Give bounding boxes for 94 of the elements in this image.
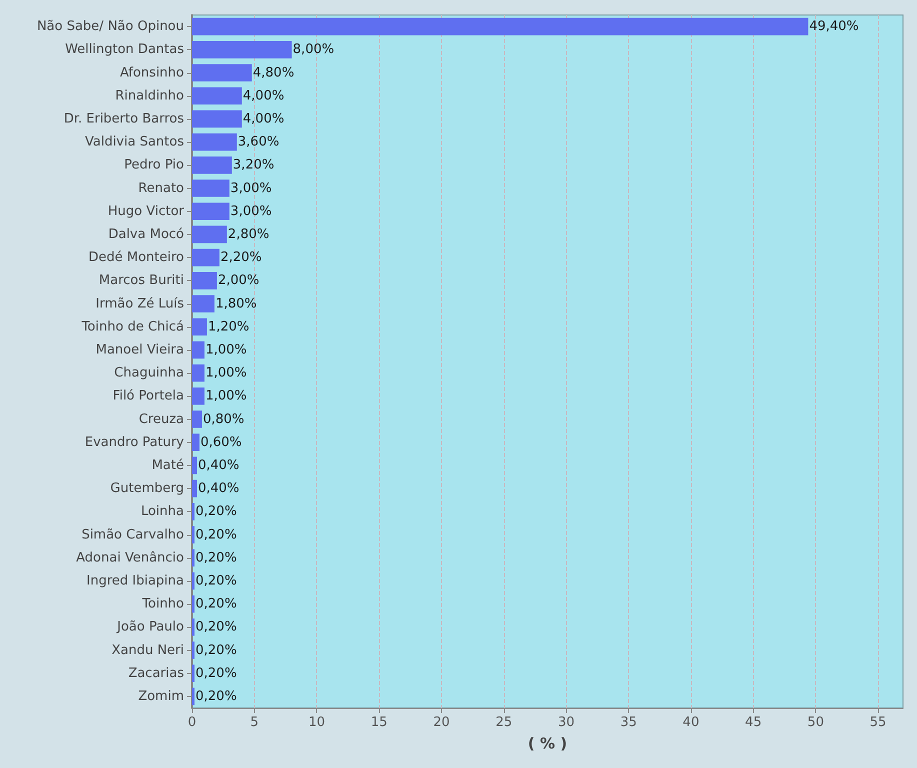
data-label: 3,00% <box>230 204 272 219</box>
y-tick-label: Maté <box>152 458 184 473</box>
data-label: 1,00% <box>205 366 247 381</box>
bar <box>192 156 232 174</box>
data-label: 0,40% <box>198 458 240 473</box>
y-tick-label: Chaguinha <box>114 366 184 381</box>
bar <box>192 318 207 336</box>
y-tick-label: Pedro Pio <box>124 158 184 173</box>
bar <box>192 40 292 58</box>
y-tick-label: Filó Portela <box>112 388 184 404</box>
y-tick-label: Creuza <box>138 412 184 427</box>
bar <box>192 226 227 244</box>
data-label: 1,00% <box>205 342 247 358</box>
data-label: 0,80% <box>202 412 244 427</box>
bar <box>192 456 197 474</box>
bar <box>192 18 808 36</box>
y-tick-label: Zomim <box>138 688 184 704</box>
bar <box>192 180 230 197</box>
y-tick-label: Adonai Venâncio <box>76 550 184 566</box>
data-label: 2,20% <box>220 250 262 266</box>
bar <box>192 480 197 498</box>
data-label: 0,20% <box>195 573 237 588</box>
x-tick-label: 10 <box>308 715 326 730</box>
y-tick-label: Manoel Vieira <box>96 342 184 358</box>
y-tick-label: João Paulo <box>116 620 184 635</box>
y-tick-label: Renato <box>138 180 184 196</box>
data-label: 0,20% <box>195 596 237 612</box>
bar <box>192 110 242 128</box>
x-tick-label: 20 <box>433 715 450 730</box>
bar <box>192 387 204 405</box>
bar <box>192 248 220 266</box>
data-label: 4,80% <box>252 65 294 80</box>
y-tick-label: Wellington Dantas <box>65 42 184 58</box>
data-label: 0,20% <box>195 504 237 520</box>
x-tick-label: 15 <box>370 715 388 730</box>
data-label: 2,00% <box>218 273 260 288</box>
bar <box>192 133 237 151</box>
data-label: 4,00% <box>242 88 284 104</box>
x-tick-label: 55 <box>870 715 886 730</box>
x-tick-label: 40 <box>682 715 700 730</box>
data-label: 3,20% <box>232 158 274 173</box>
y-tick-label: Zacarias <box>128 666 184 681</box>
data-label: 2,80% <box>228 226 270 242</box>
y-tick-label: Dedé Monteiro <box>88 250 184 266</box>
data-label: 0,20% <box>195 550 237 566</box>
y-tick-label: Evandro Patury <box>84 434 184 450</box>
y-tick-label: Toinho de Chicá <box>80 319 184 334</box>
bar <box>192 410 202 428</box>
y-tick-label: Hugo Victor <box>108 204 185 219</box>
y-tick-label: Valdivia Santos <box>84 134 184 150</box>
bar <box>192 341 204 359</box>
y-tick-label: Dalva Mocó <box>108 226 184 242</box>
data-label: 0,40% <box>198 481 240 496</box>
data-label: 0,20% <box>195 688 237 704</box>
bar <box>192 202 230 220</box>
y-tick-label: Irmão Zé Luís <box>96 296 184 312</box>
y-tick-label: Xandu Neri <box>112 642 184 658</box>
data-label: 0,20% <box>195 642 237 658</box>
x-tick-label: 30 <box>558 715 574 730</box>
data-label: 4,00% <box>242 111 284 126</box>
x-tick-label: 45 <box>745 715 762 730</box>
data-label: 3,60% <box>238 134 280 150</box>
x-tick-label: 5 <box>250 715 259 730</box>
data-label: 8,00% <box>292 42 334 58</box>
bar <box>192 295 214 312</box>
y-tick-label: Rinaldinho <box>115 88 184 104</box>
y-tick-label: Gutemberg <box>110 481 184 496</box>
x-axis-title: ( % ) <box>528 734 568 752</box>
data-label: 1,00% <box>205 388 247 404</box>
y-tick-label: Afonsinho <box>120 65 184 80</box>
bar <box>192 364 204 382</box>
x-tick-label: 0 <box>188 715 196 730</box>
x-tick-label: 50 <box>807 715 824 730</box>
y-tick-label: Simão Carvalho <box>82 527 184 542</box>
bar <box>192 87 242 105</box>
bar <box>192 434 200 452</box>
data-label: 3,00% <box>230 180 272 196</box>
data-label: 1,80% <box>215 296 257 312</box>
data-label: 49,40% <box>809 19 859 34</box>
y-tick-label: Toinho <box>141 596 184 612</box>
bar <box>192 272 217 290</box>
y-tick-label: Ingred Ibiapina <box>86 573 184 588</box>
y-tick-label: Não Sabe/ Não Opinou <box>36 19 184 34</box>
x-tick-label: 25 <box>496 715 512 730</box>
data-label: 0,60% <box>200 434 242 450</box>
data-label: 0,20% <box>195 620 237 635</box>
data-label: 0,20% <box>195 527 237 542</box>
x-tick-label: 35 <box>620 715 637 730</box>
y-tick-label: Marcos Buriti <box>98 273 184 288</box>
bar <box>192 64 252 82</box>
y-tick-label: Dr. Eriberto Barros <box>64 111 184 126</box>
y-tick-label: Loinha <box>140 504 184 520</box>
data-label: 0,20% <box>195 666 237 681</box>
data-label: 1,20% <box>208 319 250 334</box>
